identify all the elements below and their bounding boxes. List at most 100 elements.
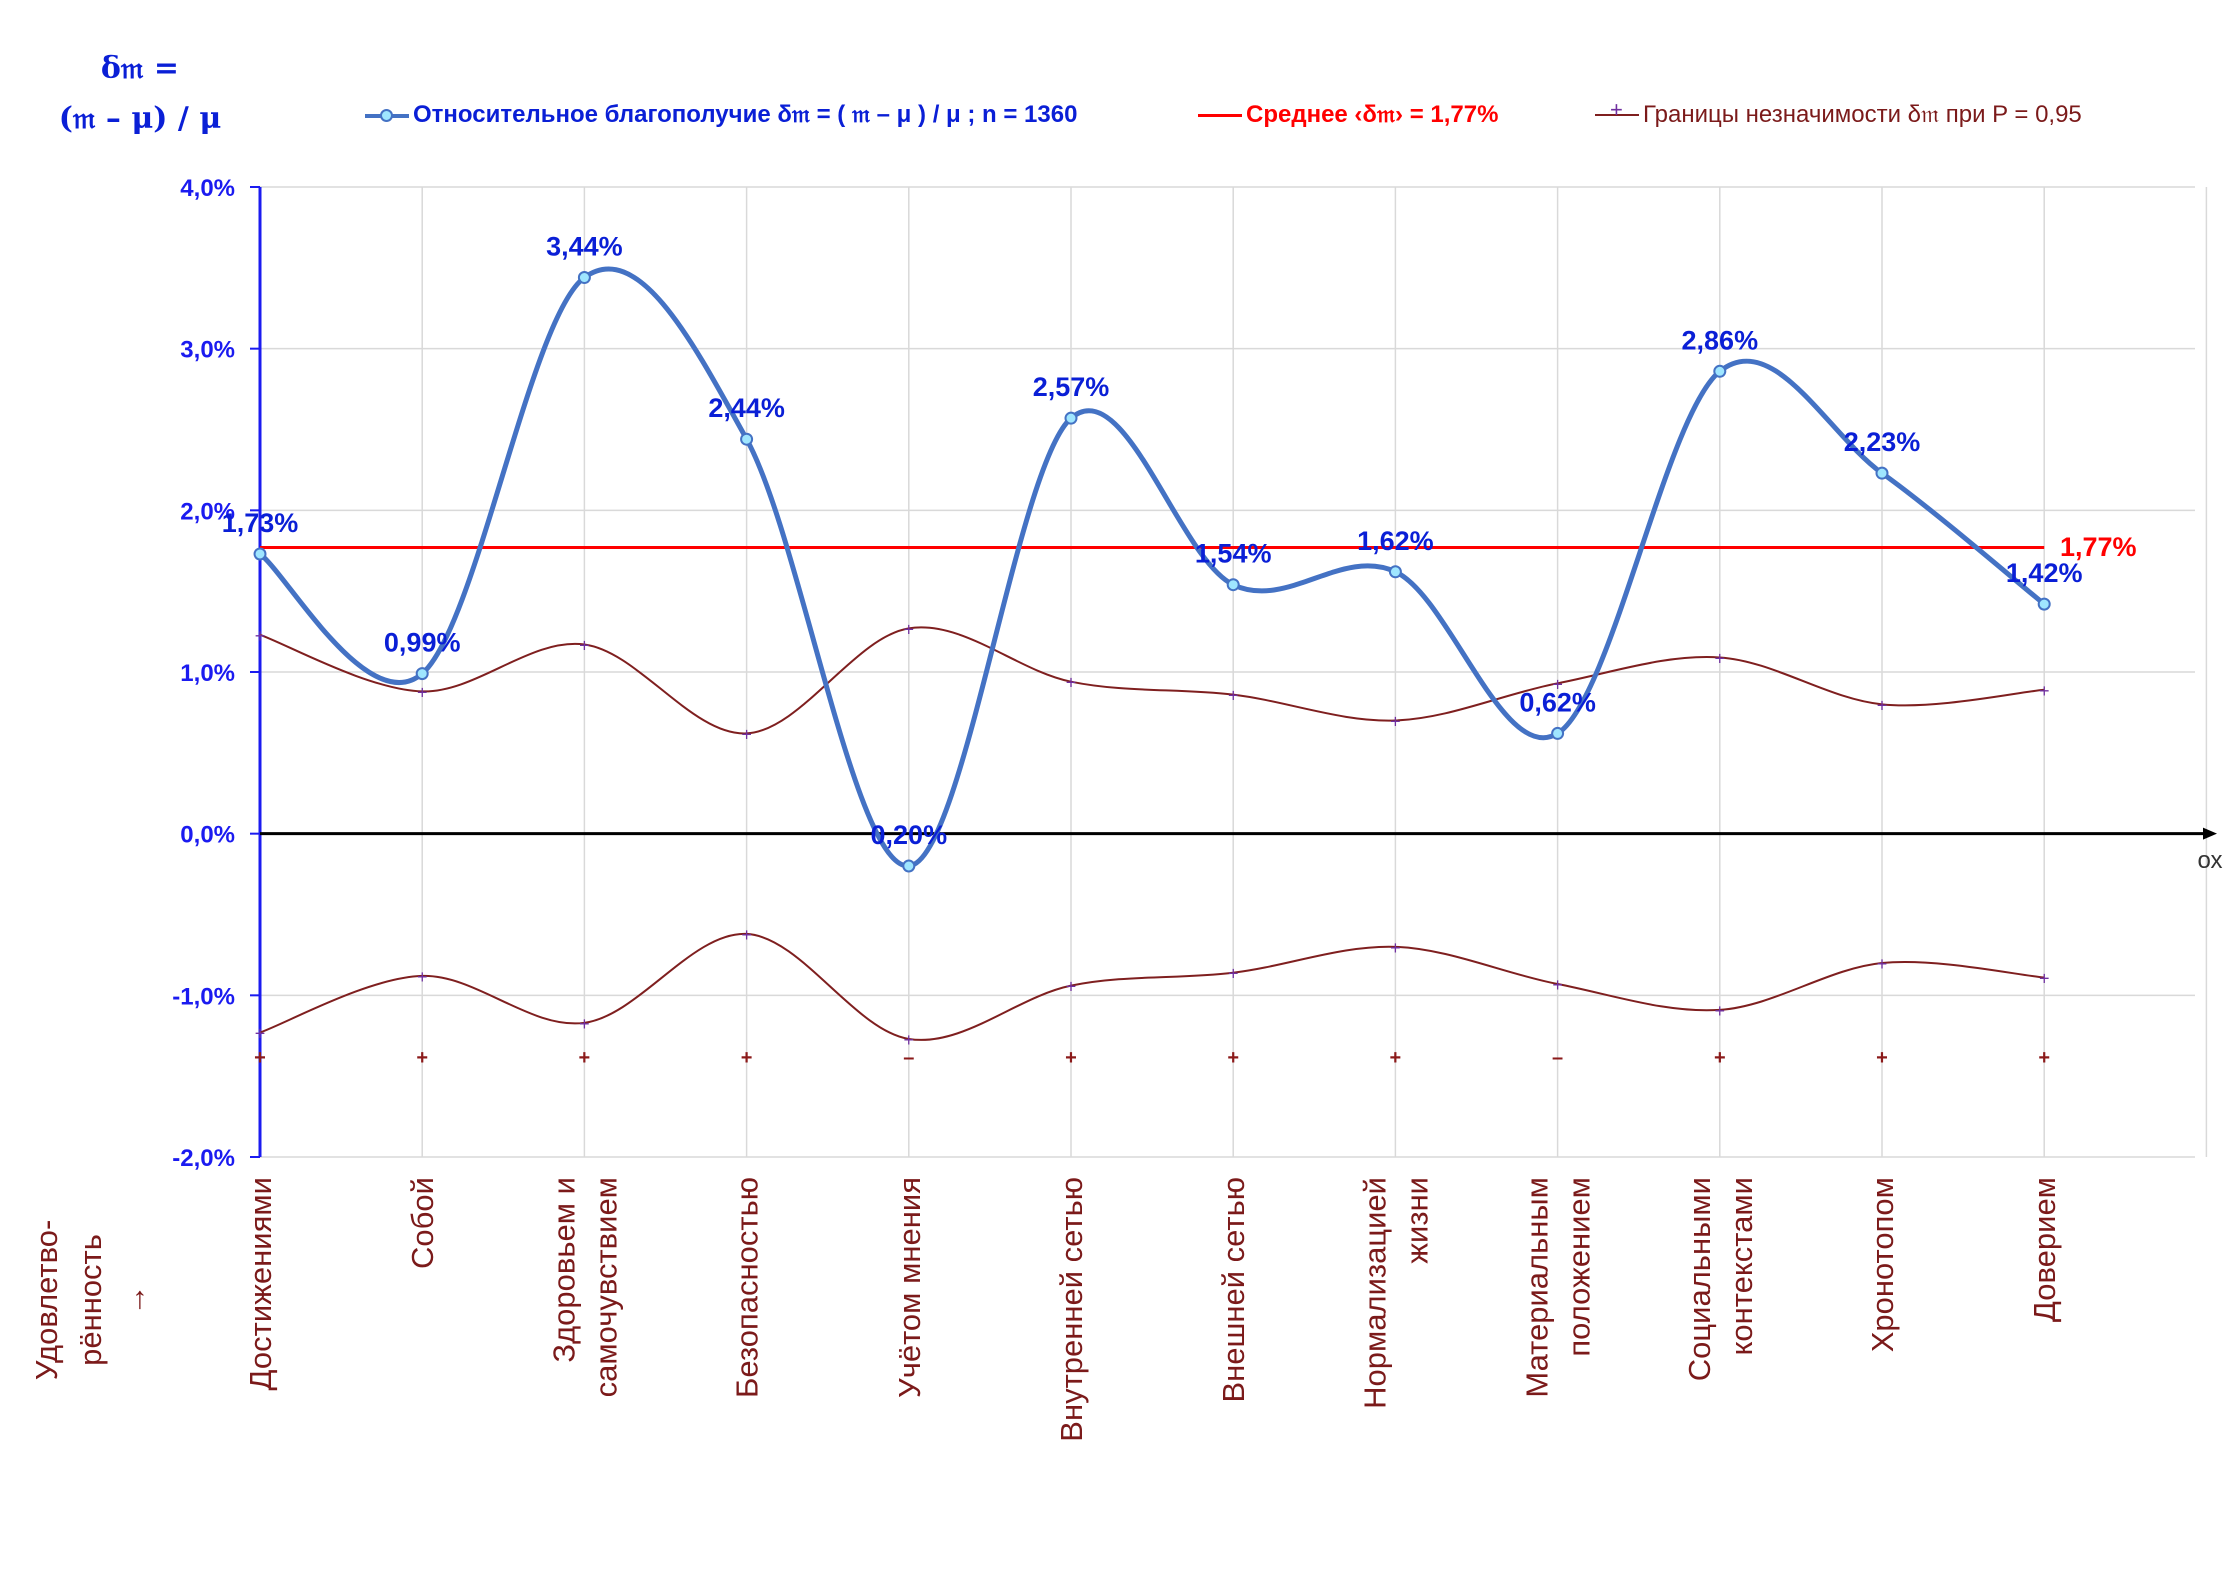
significance-mark-1: + — [416, 1047, 428, 1069]
category-label-1: Собой — [405, 1177, 440, 1269]
relative-data-label-6: 1,54% — [1195, 539, 1272, 569]
relative-data-label-7: 1,62% — [1357, 526, 1434, 556]
category-label-10-line-0: Хронотопом — [1865, 1177, 1900, 1352]
relative-point-5 — [1064, 411, 1078, 425]
significance-mark-6: + — [1227, 1047, 1239, 1069]
mean-value-label: 1,77% — [2060, 532, 2137, 562]
category-label-7: Нормализацией жизни — [1357, 1177, 1434, 1409]
category-label-5-line-0: Внутренней сетью — [1054, 1177, 1089, 1442]
relative-point-7 — [1388, 565, 1402, 579]
bounds-upper-line — [259, 626, 2045, 735]
bounds-upper-point-0: + — [255, 626, 266, 646]
y-axis-title-line2: (𝔪 – μ) / μ — [58, 101, 222, 136]
bounds-upper-point-2: + — [579, 636, 590, 656]
bounds-lower-point-10: + — [1877, 954, 1888, 974]
significance-mark-0: + — [254, 1047, 266, 1069]
significance-mark-2: + — [579, 1047, 591, 1069]
bounds-upper-point-9: + — [1715, 648, 1726, 668]
significance-mark-4: – — [903, 1047, 914, 1069]
significance-mark-8: – — [1552, 1047, 1563, 1069]
category-label-9-line-1: контекстами — [1724, 1177, 1759, 1356]
category-label-8-line-1: положением — [1562, 1177, 1597, 1357]
legend-label-mean: Среднее ‹δ𝔪› = 1,77% — [1246, 101, 1499, 128]
legend-plus-line-icon — [1595, 97, 1639, 125]
bounds-upper-point-7: + — [1390, 712, 1401, 732]
bounds-lower-point-4: + — [904, 1030, 915, 1050]
category-label-7-line-1: жизни — [1399, 1177, 1434, 1264]
category-label-6: Внешней сетью — [1216, 1177, 1251, 1403]
relative-point-10 — [1875, 466, 1889, 480]
category-label-6-line-0: Внешней сетью — [1216, 1177, 1251, 1403]
bounds-lower-point-5: + — [1066, 977, 1077, 997]
relative-data-label-1: 0,99% — [384, 628, 461, 658]
relative-point-8 — [1551, 726, 1565, 740]
relative-point-9 — [1713, 364, 1727, 378]
significance-mark-11: + — [2038, 1047, 2050, 1069]
bounds-lower-point-11: + — [2039, 969, 2050, 989]
bounds-upper-point-3: + — [741, 724, 752, 744]
category-label-5: Внутренней сетью — [1054, 1177, 1089, 1442]
relative-data-label-4: 0,20% — [871, 820, 948, 850]
legend-line-icon — [1198, 105, 1242, 125]
bounds-lower-line — [259, 932, 2045, 1041]
significance-mark-9: + — [1714, 1047, 1726, 1069]
y-axis-title: δ𝔪 = (𝔪 – μ) / μ — [40, 44, 240, 144]
relative-data-label-9: 2,86% — [1682, 325, 1759, 355]
y-axis-title-line1: δ𝔪 = — [100, 51, 180, 86]
relative-point-4 — [902, 859, 916, 873]
y-tick-label-0: 4,0% — [180, 175, 235, 202]
category-label-1-line-0: Собой — [405, 1177, 440, 1269]
y-tick-label-1: 3,0% — [180, 337, 235, 364]
legend-item-relative: Относительное благополучие δ𝔪 = ( 𝔪 – μ … — [365, 98, 1077, 132]
bounds-upper-point-5: + — [1066, 673, 1077, 693]
y-tick-label-5: -1,0% — [172, 983, 235, 1010]
legend-label-bounds: Границы незначимости δ𝔪 при P = 0,95 — [1643, 101, 2082, 128]
bounds-upper-point-4: + — [904, 619, 915, 639]
bounds-upper-point-11: + — [2039, 681, 2050, 701]
legend-item-mean: Среднее ‹δ𝔪› = 1,77% — [1198, 98, 1498, 132]
legend-marker-line-icon — [365, 105, 409, 125]
category-label-2-line-0: Здоровьем и — [546, 1177, 581, 1363]
bounds-upper-point-1: + — [417, 682, 428, 702]
category-label-11: Доверием — [2027, 1177, 2062, 1322]
category-label-2-line-1: самочувствием — [588, 1177, 623, 1397]
relative-point-2 — [577, 271, 591, 285]
bounds-upper-point-6: + — [1228, 686, 1239, 706]
relative-point-3 — [740, 432, 754, 446]
relative-data-label-0: 1,73% — [222, 508, 299, 538]
category-label-7-line-0: Нормализацией — [1357, 1177, 1392, 1409]
category-label-4-line-0: Учётом мнения — [892, 1177, 927, 1398]
relative-point-11 — [2037, 597, 2051, 611]
significance-mark-3: + — [741, 1047, 753, 1069]
bounds-lower-point-7: + — [1390, 938, 1401, 958]
x-axis-title: Удовлетво-рённость → — [29, 1220, 152, 1381]
significance-mark-7: + — [1390, 1047, 1402, 1069]
legend-item-bounds: Границы незначимости δ𝔪 при P = 0,95 — [1595, 97, 2082, 132]
significance-mark-5: + — [1065, 1047, 1077, 1069]
relative-series-line — [258, 266, 2046, 869]
category-label-9: Социальными контекстами — [1682, 1177, 1759, 1381]
bounds-lower-point-9: + — [1715, 1001, 1726, 1021]
category-label-11-line-0: Доверием — [2027, 1177, 2062, 1322]
category-label-3: Безопасностью — [730, 1177, 765, 1398]
relative-point-0 — [253, 547, 267, 561]
category-label-4: Учётом мнения — [892, 1177, 927, 1398]
y-tick-label-6: -2,0% — [172, 1145, 235, 1172]
relative-point-1 — [415, 667, 429, 681]
bounds-lower-point-6: + — [1228, 964, 1239, 984]
category-label-0-line-0: Достижениями — [243, 1177, 278, 1390]
category-label-8-line-0: Материальным — [1520, 1177, 1555, 1398]
relative-data-label-3: 2,44% — [708, 393, 785, 423]
relative-data-label-8: 0,62% — [1519, 687, 1596, 717]
bounds-upper-point-10: + — [1877, 695, 1888, 715]
bounds-lower-point-1: + — [417, 967, 428, 987]
y-tick-label-3: 1,0% — [180, 660, 235, 687]
relative-data-label-5: 2,57% — [1033, 372, 1110, 402]
x-axis-title-line-2: → — [117, 1285, 152, 1316]
bounds-lower-point-3: + — [741, 925, 752, 945]
y-tick-label-2: 2,0% — [180, 498, 235, 525]
x-axis-label: ох — [2197, 847, 2222, 874]
y-tick-label-4: 0,0% — [180, 822, 235, 849]
x-axis-title-line-1: рённость — [73, 1234, 108, 1366]
